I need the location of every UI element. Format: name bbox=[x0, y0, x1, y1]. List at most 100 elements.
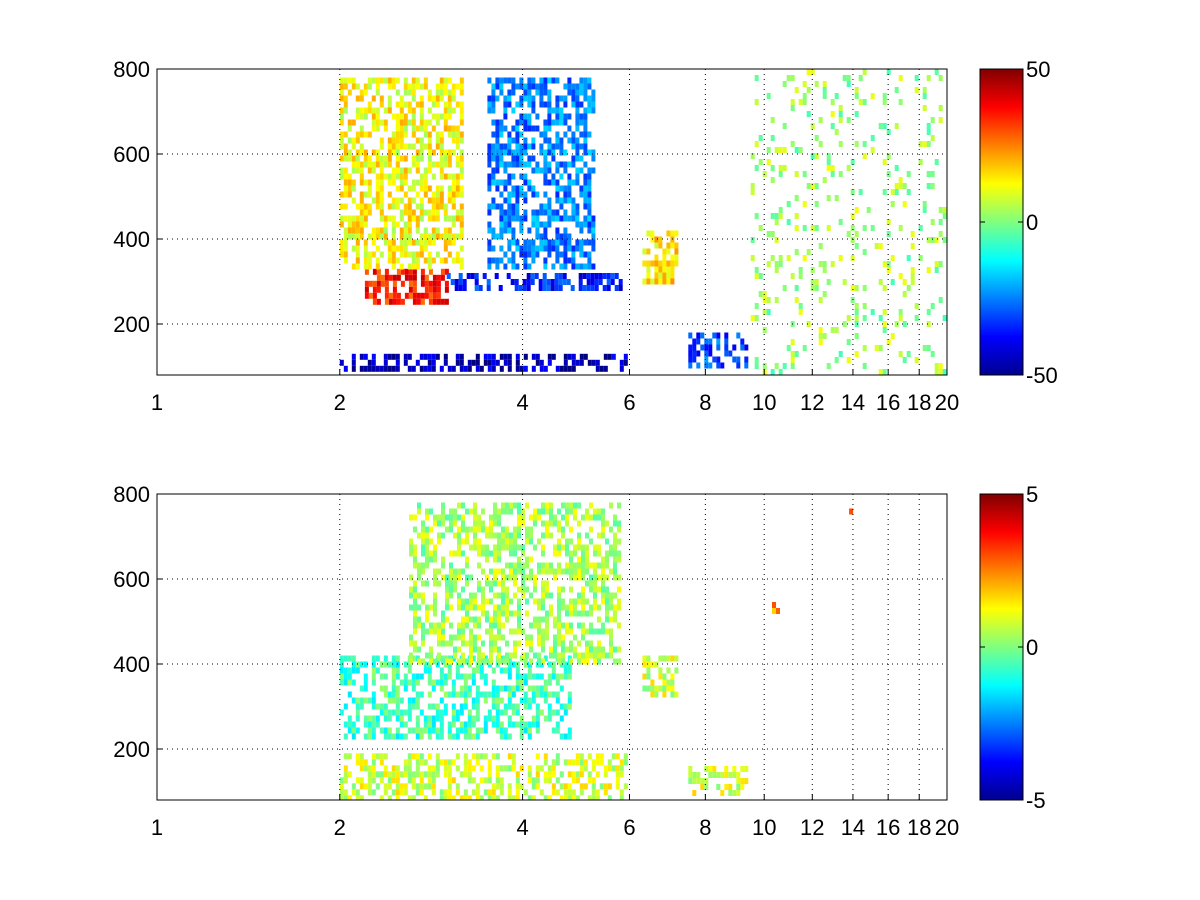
heatmap-cell bbox=[646, 655, 651, 662]
heatmap-cell bbox=[740, 784, 745, 790]
heatmap-cell bbox=[906, 255, 911, 261]
heatmap-cell bbox=[603, 353, 608, 360]
heatmap-cell bbox=[399, 107, 404, 114]
heatmap-cell bbox=[497, 550, 501, 557]
heatmap-cell bbox=[359, 167, 364, 174]
heatmap-cell bbox=[441, 610, 445, 617]
heatmap-cell bbox=[359, 113, 364, 120]
heatmap-cell bbox=[351, 721, 356, 728]
heatmap-cell bbox=[443, 83, 448, 90]
heatmap-cell bbox=[535, 783, 540, 790]
heatmap-cell bbox=[481, 544, 485, 551]
heatmap-cell bbox=[938, 117, 943, 123]
heatmap-cell bbox=[547, 77, 552, 84]
heatmap-cell bbox=[443, 113, 448, 120]
heatmap-cell bbox=[523, 245, 528, 252]
heatmap-cell bbox=[503, 77, 508, 84]
heatmap-cell bbox=[411, 77, 416, 84]
heatmap-cell bbox=[602, 273, 607, 279]
heatmap-cell bbox=[934, 69, 939, 75]
heatmap-cell bbox=[427, 263, 432, 270]
heatmap-cell bbox=[481, 652, 485, 659]
heatmap-cell bbox=[535, 221, 540, 228]
heatmap-cell bbox=[515, 161, 520, 168]
heatmap-cell bbox=[439, 185, 444, 192]
heatmap-cell bbox=[529, 574, 533, 581]
heatmap-cell bbox=[459, 155, 464, 162]
heatmap-cell bbox=[750, 153, 755, 159]
heatmap-cell bbox=[798, 303, 803, 309]
heatmap-cell bbox=[364, 286, 369, 293]
heatmap-cell bbox=[577, 568, 581, 575]
heatmap-cell bbox=[339, 667, 344, 674]
heatmap-cell bbox=[890, 333, 895, 339]
heatmap-cell bbox=[491, 715, 496, 722]
heatmap-cell bbox=[479, 765, 484, 772]
heatmap-cell bbox=[862, 99, 867, 105]
heatmap-cell bbox=[493, 580, 497, 587]
heatmap-cell bbox=[371, 667, 376, 674]
heatmap-cell bbox=[543, 83, 548, 90]
heatmap-cell bbox=[597, 604, 601, 611]
heatmap-cell bbox=[720, 790, 725, 796]
heatmap-cell bbox=[535, 227, 540, 234]
heatmap-cell bbox=[567, 161, 572, 168]
heatmap-cell bbox=[451, 203, 456, 210]
heatmap-cell bbox=[347, 77, 352, 84]
heatmap-cell bbox=[399, 125, 404, 132]
heatmap-cell bbox=[395, 113, 400, 120]
heatmap-cell bbox=[519, 83, 524, 90]
heatmap-cell bbox=[459, 191, 464, 198]
heatmap-cell bbox=[501, 598, 505, 605]
heatmap-cell bbox=[523, 257, 528, 264]
heatmap-cell bbox=[515, 191, 520, 198]
heatmap-cell bbox=[601, 562, 605, 569]
heatmap-cell bbox=[453, 520, 457, 527]
heatmap-cell bbox=[383, 783, 388, 790]
heatmap-cell bbox=[521, 544, 525, 551]
heatmap-cell bbox=[347, 655, 352, 662]
heatmap-cell bbox=[487, 179, 492, 186]
heatmap-cell bbox=[770, 117, 775, 123]
heatmap-cell bbox=[423, 759, 428, 766]
heatmap-cell bbox=[591, 783, 596, 790]
heatmap-cell bbox=[445, 592, 449, 599]
heatmap-cell bbox=[487, 95, 492, 102]
heatmap-cell bbox=[467, 359, 472, 366]
heatmap-cell bbox=[387, 661, 392, 668]
heatmap-cell bbox=[591, 95, 596, 102]
heatmap-cell bbox=[601, 526, 605, 533]
heatmap-cell bbox=[822, 291, 827, 297]
heatmap-cell bbox=[615, 771, 620, 778]
heatmap-cell bbox=[415, 179, 420, 186]
heatmap-cell bbox=[581, 556, 585, 563]
heatmap-cell bbox=[549, 508, 553, 515]
heatmap-cell bbox=[545, 532, 549, 539]
heatmap-cell bbox=[459, 673, 464, 680]
heatmap-cell bbox=[519, 191, 524, 198]
heatmap-cell bbox=[662, 248, 667, 255]
heatmap-cell bbox=[363, 239, 368, 246]
heatmap-cell bbox=[391, 179, 396, 186]
heatmap-cell bbox=[505, 652, 509, 659]
heatmap-cell bbox=[557, 658, 561, 665]
heatmap-cell bbox=[435, 727, 440, 734]
heatmap-cell bbox=[391, 673, 396, 680]
heatmap-cell bbox=[577, 622, 581, 629]
heatmap-cell bbox=[487, 263, 492, 270]
heatmap-cell bbox=[451, 83, 456, 90]
heatmap-cell bbox=[531, 95, 536, 102]
heatmap-cell bbox=[557, 538, 561, 545]
heatmap-cell bbox=[662, 685, 667, 692]
heatmap-cell bbox=[704, 766, 709, 772]
heatmap-cell bbox=[469, 652, 473, 659]
heatmap-cell bbox=[890, 189, 895, 195]
heatmap-cell bbox=[914, 303, 919, 309]
heatmap-cell bbox=[579, 359, 584, 366]
heatmap-cell bbox=[399, 679, 404, 686]
heatmap-cell bbox=[523, 113, 528, 120]
heatmap-cell bbox=[597, 640, 601, 647]
heatmap-cell bbox=[551, 759, 556, 766]
heatmap-cell bbox=[814, 225, 819, 231]
